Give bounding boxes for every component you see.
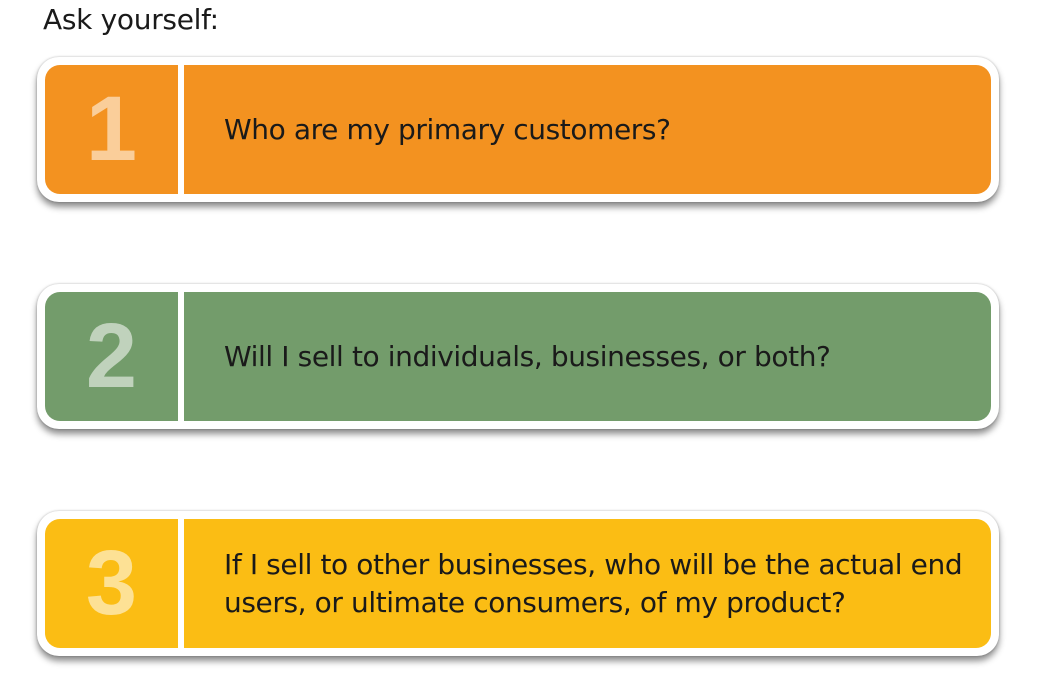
card-divider	[178, 519, 184, 648]
question-number-2: 2	[45, 292, 178, 421]
card-divider	[178, 65, 184, 194]
question-number-1: 1	[45, 65, 178, 194]
question-card-2-body: 2 Will I sell to individuals, businesses…	[45, 292, 991, 421]
heading: Ask yourself:	[43, 3, 219, 36]
question-card-3: 3 If I sell to other businesses, who wil…	[37, 511, 999, 656]
question-card-3-body: 3 If I sell to other businesses, who wil…	[45, 519, 991, 648]
card-divider	[178, 292, 184, 421]
question-text-3: If I sell to other businesses, who will …	[184, 519, 991, 648]
question-card-1-body: 1 Who are my primary customers?	[45, 65, 991, 194]
question-card-2: 2 Will I sell to individuals, businesses…	[37, 284, 999, 429]
question-text-2: Will I sell to individuals, businesses, …	[184, 292, 991, 421]
question-number-3: 3	[45, 519, 178, 648]
question-text-1: Who are my primary customers?	[184, 65, 991, 194]
question-card-1: 1 Who are my primary customers?	[37, 57, 999, 202]
